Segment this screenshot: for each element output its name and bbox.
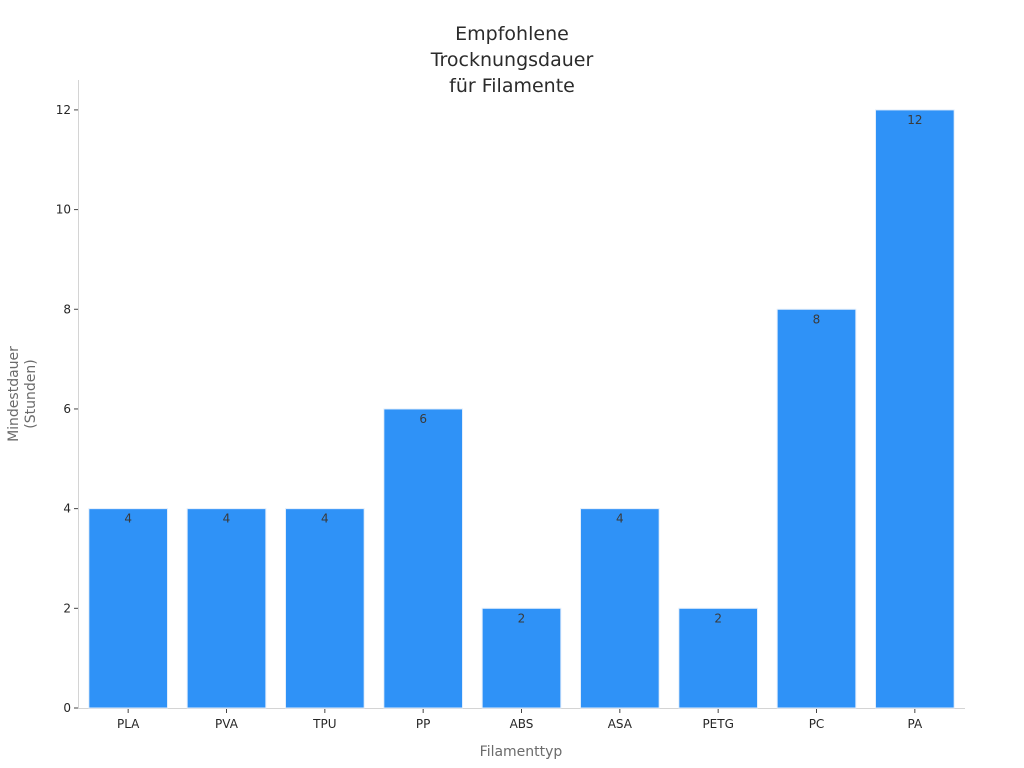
bar-asa: [580, 508, 660, 709]
y-axis-title-line-2: (Stunden): [23, 359, 39, 428]
y-tick-label: 0: [63, 701, 71, 715]
data-label-tpu: 4: [321, 512, 329, 526]
bar-pva: [186, 508, 267, 709]
bars-group: 4 4 4 6 2 4 2 8 12: [88, 109, 955, 709]
x-tick-label-pva: PVA: [215, 717, 239, 731]
y-axis-title-line-1: Mindestdauer: [6, 346, 22, 442]
data-label-abs: 2: [518, 611, 526, 625]
data-label-pa: 12: [907, 113, 922, 127]
x-tick-label-pa: PA: [907, 717, 922, 731]
chart-title-line-1: Empfohlene: [455, 23, 569, 45]
chart-title-line-3: für Filamente: [449, 75, 575, 97]
bar-pla: [88, 508, 168, 709]
y-tick-label: 10: [56, 203, 71, 217]
data-label-pc: 8: [813, 312, 821, 326]
x-tick-label-asa: ASA: [608, 717, 633, 731]
data-label-petg: 2: [714, 611, 722, 625]
x-tick-label-pla: PLA: [117, 717, 140, 731]
data-label-pla: 4: [124, 512, 132, 526]
bar-tpu: [285, 508, 365, 709]
bar-pa: [875, 109, 955, 709]
data-label-asa: 4: [616, 512, 624, 526]
bar-petg: [678, 607, 758, 709]
x-axis-title: Filamenttyp: [480, 744, 563, 760]
data-label-pva: 4: [223, 512, 231, 526]
y-tick-label: 2: [63, 601, 71, 615]
bar-pc: [776, 308, 857, 709]
chart-title-line-2: Trocknungsdauer: [430, 49, 594, 71]
y-tick-label: 6: [63, 402, 71, 416]
x-tick-label-abs: ABS: [510, 717, 534, 731]
y-tick-label: 4: [63, 502, 71, 516]
y-tick-label: 8: [63, 302, 71, 316]
y-axis-ticks: 0 2 4 6 8 10 12: [56, 103, 78, 715]
x-tick-label-pp: PP: [416, 717, 430, 731]
y-tick-label: 12: [56, 103, 71, 117]
bar-pp: [383, 408, 464, 709]
x-tick-label-pc: PC: [809, 717, 825, 731]
x-tick-label-petg: PETG: [702, 717, 733, 731]
bar-abs: [481, 607, 562, 709]
x-tick-label-tpu: TPU: [312, 717, 336, 731]
x-axis-ticks: PLA PVA TPU PP ABS ASA PETG PC PA: [117, 709, 923, 731]
data-label-pp: 6: [419, 412, 427, 426]
y-axis-title: Mindestdauer (Stunden): [6, 346, 39, 442]
